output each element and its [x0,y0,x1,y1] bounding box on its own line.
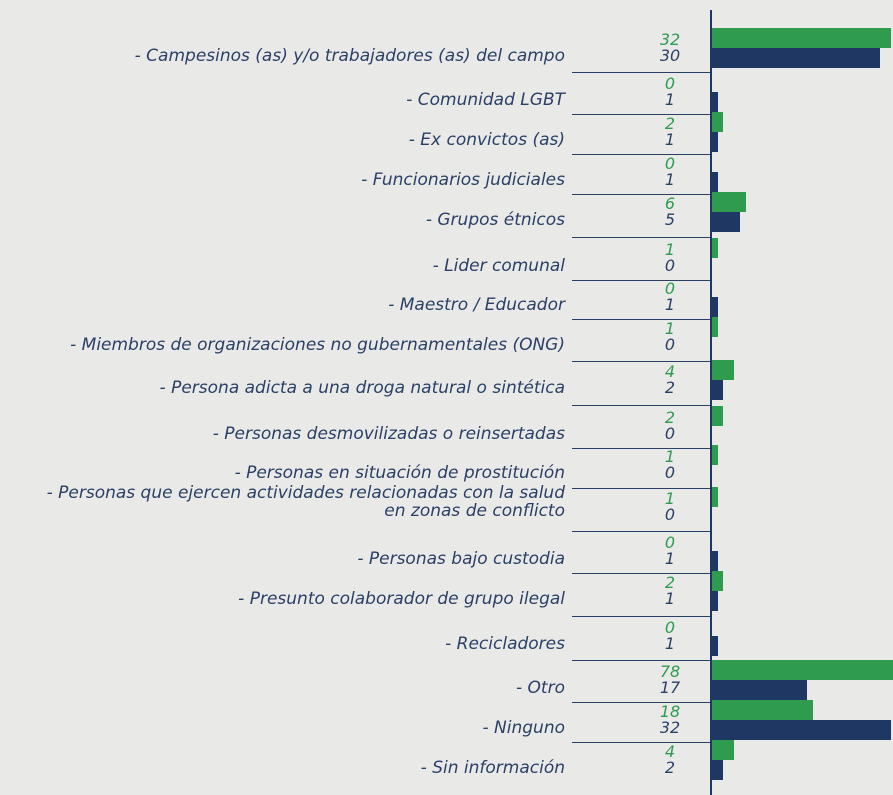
bar [712,660,893,680]
bar [712,238,718,258]
bar [712,112,724,132]
value-label: 0 [664,424,676,443]
row-separator [572,114,710,115]
bar [712,591,718,611]
value-label: 5 [664,210,676,229]
bar [712,192,746,212]
category-label: - Sin información [420,758,565,778]
bar [712,680,808,700]
bar [712,487,718,507]
bar [712,551,718,571]
row-separator [572,742,710,743]
bar [712,360,735,380]
bar [712,28,892,48]
value-label: 2 [664,114,676,133]
value-label: 1 [664,295,676,314]
value-label: 30 [659,46,681,65]
category-label: - Personas desmovilizadas o reinsertadas [212,424,565,444]
value-label: 1 [664,549,676,568]
row-separator [572,280,710,281]
value-label: 2 [664,408,676,427]
value-label: 0 [664,533,676,552]
value-label: 17 [659,678,681,697]
value-label: 4 [664,742,676,761]
value-label: 78 [659,662,681,681]
category-label: - Comunidad LGBT [406,90,565,110]
category-label: - Campesinos (as) y/o trabajadores (as) … [134,46,565,66]
value-label: 0 [664,256,676,275]
value-label: 6 [664,194,676,213]
bar [712,317,718,337]
category-label: - Presunto colaborador de grupo ilegal [238,589,565,609]
category-label: - Funcionarios judiciales [361,170,565,190]
value-label: 32 [659,718,681,737]
row-separator [572,237,710,238]
bar [712,700,813,720]
value-label: 18 [659,702,681,721]
row-separator [572,361,710,362]
value-label: 0 [664,279,676,298]
category-label: - Grupos étnicos [425,210,565,230]
axis-line [710,10,712,795]
value-label: 2 [664,758,676,777]
row-separator [572,531,710,532]
row-separator [572,319,710,320]
value-label: 0 [664,463,676,482]
category-label: - Otro [516,678,565,698]
bar [712,760,724,780]
bar [712,172,718,192]
value-label: 0 [664,335,676,354]
value-label: 2 [664,573,676,592]
value-label: 1 [664,319,676,338]
row-separator [572,573,710,574]
category-label: - Persona adicta a una droga natural o s… [159,378,565,398]
category-label: - Ninguno [482,718,566,738]
category-label: - Ex convictos (as) [408,130,565,150]
value-label: 0 [664,74,676,93]
category-label: - Personas bajo custodia [357,549,565,569]
category-label: - Personas que ejercen actividades relac… [46,483,565,521]
value-label: 1 [664,90,676,109]
value-label: 1 [664,447,676,466]
value-label: 4 [664,362,676,381]
bar [712,740,735,760]
bar [712,297,718,317]
bar [712,406,724,426]
category-label: - Maestro / Educador [388,295,565,315]
bar [712,720,892,740]
value-label: 0 [664,154,676,173]
row-separator [572,702,710,703]
bar [712,212,740,232]
row-separator [572,154,710,155]
value-label: 1 [664,634,676,653]
bar [712,445,718,465]
category-label: - Lider comunal [432,256,565,276]
row-separator [572,488,710,489]
value-label: 0 [664,505,676,524]
row-separator [572,616,710,617]
bar [712,92,718,112]
value-label: 1 [664,130,676,149]
value-label: 0 [664,618,676,637]
category-label: - Miembros de organizaciones no gubernam… [70,335,565,355]
value-label: 2 [664,378,676,397]
bar [712,380,724,400]
bar [712,132,718,152]
row-separator [572,194,710,195]
value-label: 1 [664,170,676,189]
row-separator [572,448,710,449]
bar [712,48,880,68]
category-label: - Personas en situación de prostitución [234,463,565,483]
category-label: - Recicladores [445,634,565,654]
row-separator [572,72,710,73]
value-label: 1 [664,589,676,608]
value-label: 1 [664,240,676,259]
bar [712,571,724,591]
value-label: 32 [659,30,681,49]
bar [712,636,718,656]
row-separator [572,405,710,406]
row-separator [572,660,710,661]
value-label: 1 [664,489,676,508]
